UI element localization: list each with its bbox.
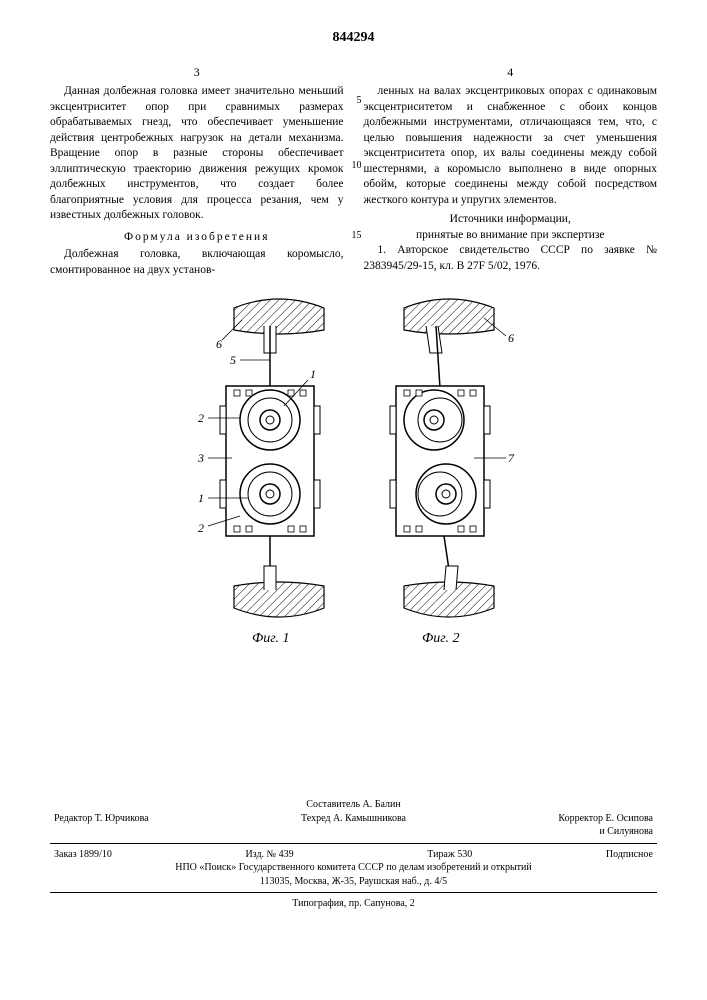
callout-6b: 6 <box>508 331 514 345</box>
footer-block: Составитель А. Балин Редактор Т. Юрчиков… <box>50 798 657 911</box>
figures-block: 6 5 <box>50 298 657 648</box>
footer-izd: Изд. № 439 <box>245 848 293 862</box>
sources-item: 1. Авторское свидетельство СССР по заявк… <box>364 243 658 274</box>
callout-5: 5 <box>230 353 236 367</box>
line-mark-15: 15 <box>350 229 362 243</box>
footer-techred: Техред А. Камышникова <box>301 812 406 839</box>
formula-left: Долбежная головка, включающая коромысло,… <box>50 247 344 278</box>
callout-1b: 1 <box>198 491 204 505</box>
callout-2a: 2 <box>198 411 204 425</box>
footer-corrector: Корректор Е. Осипова и Силуянова <box>558 812 653 839</box>
callout-1a: 1 <box>310 367 316 381</box>
footer-sub: Подписное <box>606 848 653 862</box>
line-mark-10: 10 <box>350 159 362 173</box>
footer-compiler: Составитель А. Балин <box>50 798 657 812</box>
footer-tirage: Тираж 530 <box>427 848 472 862</box>
footer-editor: Редактор Т. Юрчикова <box>54 812 149 839</box>
left-column: 3 Данная долбежная головка имеет значите… <box>50 64 344 278</box>
callout-7: 7 <box>508 451 515 465</box>
fig1: 6 5 <box>197 299 324 646</box>
callout-3: 3 <box>197 451 204 465</box>
figures-svg: 6 5 <box>144 298 564 648</box>
footer-order: Заказ 1899/10 <box>54 848 112 862</box>
fig2: 6 <box>390 299 515 646</box>
left-paragraph: Данная долбежная головка имеет значитель… <box>50 84 344 224</box>
right-column: 5 10 15 4 ленных на валах эксцентриковых… <box>364 64 658 278</box>
left-col-number: 3 <box>50 64 344 80</box>
fig2-label: Фиг. 2 <box>422 631 460 646</box>
right-col-number: 4 <box>364 64 658 80</box>
callout-6a: 6 <box>216 337 222 351</box>
sources-title-2: принятые во внимание при экспертизе <box>364 228 658 244</box>
callout-2b: 2 <box>198 521 204 535</box>
document-number: 844294 <box>50 30 657 46</box>
text-columns: 3 Данная долбежная головка имеет значите… <box>50 64 657 278</box>
footer-org: НПО «Поиск» Государственного комитета СС… <box>50 861 657 888</box>
formula-title: Формула изобретения <box>50 230 344 246</box>
line-mark-5: 5 <box>350 94 362 108</box>
right-paragraph: ленных на валах эксцентриковых опорах с … <box>364 84 658 208</box>
fig1-label: Фиг. 1 <box>252 631 290 646</box>
sources-title-1: Источники информации, <box>364 212 658 228</box>
footer-typography: Типография, пр. Сапунова, 2 <box>50 897 657 911</box>
